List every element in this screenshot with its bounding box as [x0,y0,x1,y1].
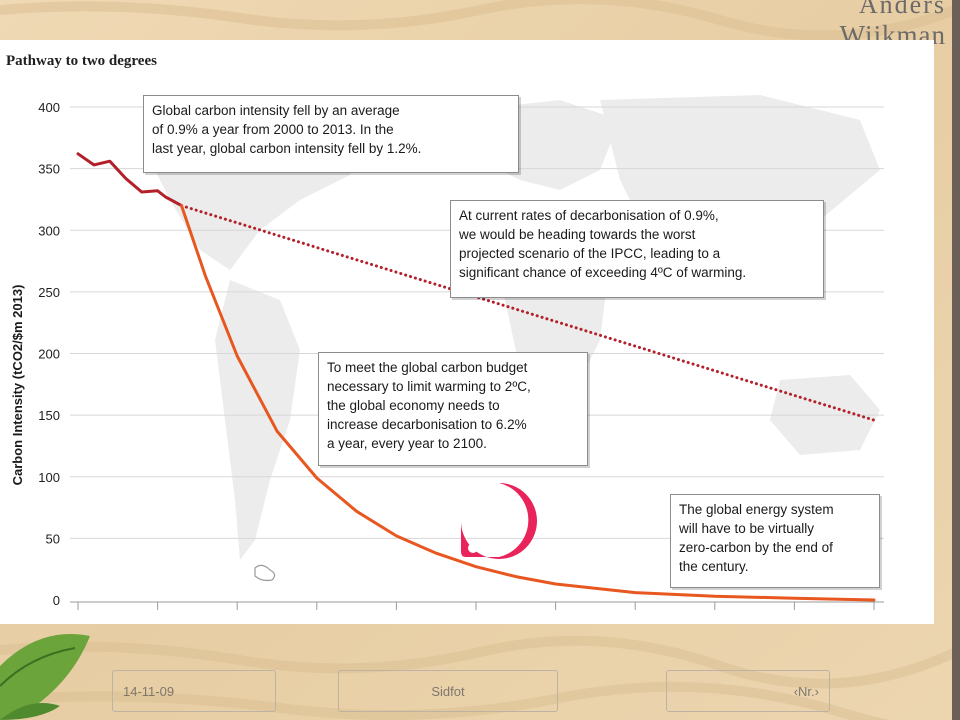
brand-line1: Anders [858,0,946,19]
y-tick-label: 300 [38,223,60,238]
annotation-line: the global economy needs to [327,398,500,413]
y-tick-label: 0 [53,593,60,608]
y-tick-label: 150 [38,408,60,423]
footer-date-text: 14-11-09 [123,683,175,699]
badge-value: 6.2% [475,492,523,516]
annotation-line: last year, global carbon intensity fell … [152,141,422,156]
badge-dot [468,543,478,553]
y-tick-label: 250 [38,285,60,300]
annotation-carbon-budget: To meet the global carbon budget necessa… [318,352,588,466]
annotation-line: significant chance of exceeding 4ºC of w… [459,265,747,280]
leaf-decoration [0,634,90,720]
annotation-line: necessary to limit warming to 2ºC, [327,379,531,394]
y-tick-label: 350 [38,162,60,177]
x-tick-marks [70,601,884,610]
annotation-zero-carbon: The global energy system will have to be… [670,494,880,588]
rate-badge [461,483,537,559]
footer-center: Sidfot [338,670,558,712]
y-tick-label: 50 [46,531,60,546]
annotation-line: At current rates of decarbonisation of 0… [459,208,719,223]
rate-badge-label: 6.2% a year [462,492,536,534]
annotation-line: of 0.9% a year from 2000 to 2013. In the [152,122,394,137]
footer-page-text: ‹Nr.› [793,683,819,699]
annotation-line: Global carbon intensity fell by an avera… [152,103,400,118]
annotation-carbon-intensity: Global carbon intensity fell by an avera… [143,95,519,173]
annotation-line: The global energy system [679,502,834,517]
y-tick-label: 200 [38,347,60,362]
island-outline [254,564,276,582]
annotation-line: projected scenario of the IPCC, leading … [459,246,721,261]
annotation-line: the century. [679,559,749,574]
chart-title: Pathway to two degrees [6,53,157,69]
series-line-2 [180,204,876,602]
footer-page-number: ‹Nr.› [666,670,830,712]
annotation-line: zero-carbon by the end of [679,540,833,555]
chart-series [76,152,876,602]
annotation-line: increase decarbonisation to 6.2% [327,417,527,432]
annotation-line: To meet the global carbon budget [327,360,528,375]
series-line-0 [76,152,183,208]
series-line-1 [180,204,876,422]
badge-caption: a year [480,517,518,533]
y-axis-label: Carbon Intensity (tCO2/$m 2013) [10,285,25,486]
footer-date: 14-11-09 [112,670,276,712]
annotation-line: we would be heading towards the worst [459,227,696,242]
annotation-line: will have to be virtually [679,521,815,536]
footer-center-text: Sidfot [431,683,465,699]
y-tick-label: 100 [38,470,60,485]
y-tick-labels: 0 50 100 150 200 250 300 350 400 [38,100,60,608]
slide-edge [952,0,960,720]
annotation-current-rates: At current rates of decarbonisation of 0… [450,200,824,298]
annotation-line: a year, every year to 2100. [327,436,487,451]
y-tick-label: 400 [38,100,60,115]
